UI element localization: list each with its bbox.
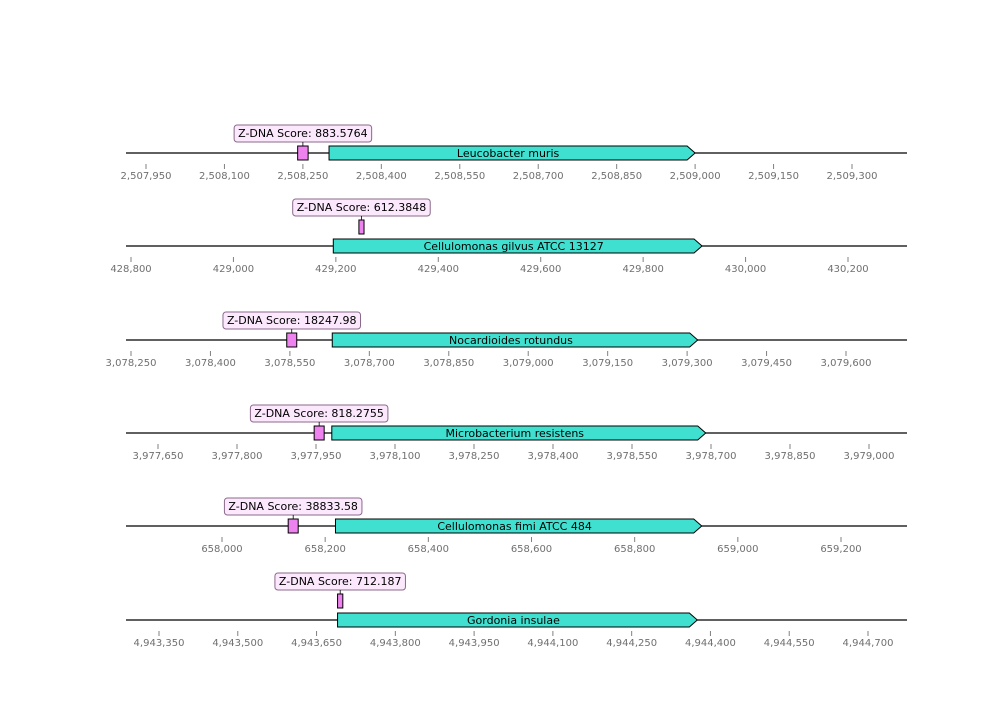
axis-tick-label: 3,078,250 [106,358,157,369]
axis-tick-label: 3,079,450 [741,358,792,369]
zdna-score-label: Z-DNA Score: 818.2755 [254,407,384,420]
axis-tick-label: 3,079,000 [503,358,554,369]
axis-tick-label: 3,978,100 [370,451,421,462]
axis-tick-label: 3,977,650 [133,451,184,462]
axis-tick-label: 3,978,700 [686,451,737,462]
axis-tick-label: 429,600 [520,264,561,275]
axis-tick-label: 430,200 [827,264,868,275]
axis-tick-label: 2,508,250 [277,171,328,182]
axis-tick-label: 3,079,150 [582,358,633,369]
gene-arrow [331,332,699,348]
gene-arrow [337,612,699,628]
axis-tick-label: 4,944,250 [606,638,657,649]
axis-tick-label: 3,978,400 [528,451,579,462]
axis-tick-label: 3,978,850 [765,451,816,462]
zdna-region [287,518,299,534]
gene-label: Cellulomonas gilvus ATCC 13127 [424,240,604,253]
track-3: 3,078,250 3,078,400 3,078,550 3,078,700 3,07… [106,311,907,369]
gene-label: Gordonia insulae [467,614,560,627]
axis-tick-label: 3,078,550 [264,358,315,369]
axis-tick-label: 429,800 [622,264,663,275]
track-6: 4,943,350 4,943,500 4,943,650 4,943,800 4,94… [126,572,907,649]
track-2: 428,800 429,000 429,200 429,400 429,600 429,8… [110,198,907,275]
zdna-region [297,145,309,161]
gene-arrow [332,238,703,254]
track-1: 2,507,950 2,508,100 2,508,250 2,508,400 2,50… [121,124,907,182]
axis-tick-label: 659,200 [820,544,861,555]
axis-tick-label: 2,508,700 [513,171,564,182]
axis-tick-label: 3,078,400 [185,358,236,369]
axis-tick-label: 658,200 [304,544,345,555]
gene-arrow [331,425,707,441]
axis-tick-label: 3,079,300 [662,358,713,369]
axis-tick-label: 4,944,700 [843,638,894,649]
axis-tick-label: 4,944,550 [764,638,815,649]
axis-tick-label: 2,508,550 [434,171,485,182]
axis-tick-label: 428,800 [110,264,151,275]
zdna-region [337,593,344,609]
zdna-region [286,332,298,348]
axis-tick-label: 658,400 [408,544,449,555]
track-4: 3,977,650 3,977,800 3,977,950 3,978,100 3,97… [126,404,907,462]
zdna-score-label: Z-DNA Score: 612.3848 [297,201,427,214]
axis-tick-label: 4,943,950 [449,638,500,649]
axis-tick-label: 3,078,700 [344,358,395,369]
axis-tick-label: 4,943,500 [212,638,263,649]
axis-tick-label: 3,978,250 [449,451,500,462]
gene-arrow [334,518,703,534]
axis-tick-label: 3,979,000 [844,451,895,462]
axis-tick-label: 429,000 [213,264,254,275]
axis-tick-label: 658,600 [511,544,552,555]
zdna-region [358,219,365,235]
gene-arrow [328,145,696,161]
axis-tick-label: 4,944,100 [527,638,578,649]
zdna-score-label: Z-DNA Score: 38833.58 [228,500,358,513]
zdna-score-label: Z-DNA Score: 18247.98 [227,314,357,327]
axis-tick-label: 2,508,400 [356,171,407,182]
axis-tick-label: 3,978,550 [607,451,658,462]
axis-tick-label: 658,800 [614,544,655,555]
zdna-score-label: Z-DNA Score: 883.5764 [238,127,368,140]
gene-label: Leucobacter muris [457,147,560,160]
axis-tick-label: 4,943,650 [291,638,342,649]
axis-tick-label: 3,079,600 [821,358,872,369]
axis-tick-label: 3,977,950 [291,451,342,462]
axis-tick-label: 2,507,950 [121,171,172,182]
axis-tick-label: 3,078,850 [423,358,474,369]
axis-tick-label: 429,400 [418,264,459,275]
axis-tick-label: 658,000 [201,544,242,555]
axis-tick-label: 659,000 [717,544,758,555]
gene-label: Nocardioides rotundus [449,334,573,347]
axis-tick-label: 4,944,400 [685,638,736,649]
axis-tick-label: 2,508,100 [199,171,250,182]
axis-tick-label: 4,943,800 [370,638,421,649]
track-5: 658,000 658,200 658,400 658,600 658,800 659,0… [126,497,907,555]
gene-label: Cellulomonas fimi ATCC 484 [437,520,592,533]
axis-tick-label: 4,943,350 [134,638,185,649]
zdna-score-label: Z-DNA Score: 712.187 [279,575,402,588]
axis-tick-label: 430,000 [725,264,766,275]
axis-tick-label: 2,509,000 [670,171,721,182]
gene-label: Microbacterium resistens [445,427,584,440]
axis-tick-label: 429,200 [315,264,356,275]
axis-tick-label: 2,509,300 [827,171,878,182]
axis-tick-label: 3,977,800 [212,451,263,462]
zdna-region [313,425,325,441]
axis-tick-label: 2,509,150 [748,171,799,182]
axis-tick-label: 2,508,850 [591,171,642,182]
